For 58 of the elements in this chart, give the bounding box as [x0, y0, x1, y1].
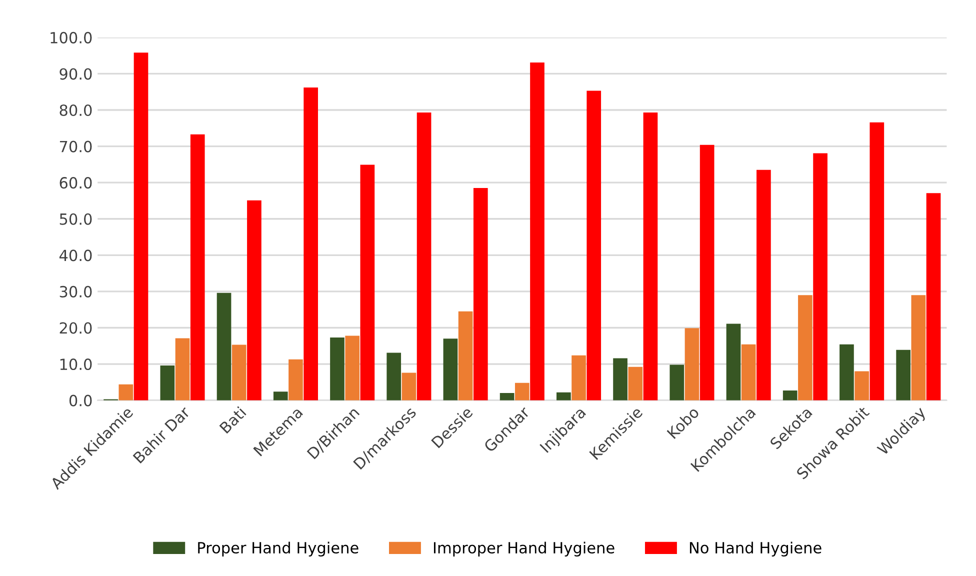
- y-tick-label: 20.0: [60, 322, 92, 334]
- bar: [304, 88, 318, 400]
- y-tick-label: 100.0: [50, 32, 92, 44]
- legend-label: No Hand Hygiene: [690, 542, 822, 556]
- bar: [416, 112, 432, 400]
- bar: [684, 328, 700, 400]
- bar: [926, 193, 941, 400]
- bar: [700, 144, 714, 400]
- y-tick-label: 70.0: [60, 140, 92, 152]
- bar: [386, 352, 402, 400]
- bar: [628, 366, 643, 400]
- bar: [118, 384, 134, 400]
- bar: [247, 200, 262, 400]
- bar: [530, 62, 544, 400]
- bar: [402, 372, 416, 400]
- bar: [134, 52, 148, 400]
- legend-label: Proper Hand Hygiene: [198, 542, 358, 556]
- bar: [500, 393, 514, 400]
- bar: [813, 153, 828, 400]
- bar: [782, 390, 798, 400]
- bar: [854, 371, 869, 400]
- bar: [288, 359, 303, 400]
- bar: [175, 338, 190, 400]
- y-tick-label: 10.0: [60, 358, 92, 370]
- bar: [613, 358, 628, 400]
- y-tick-label: 50.0: [60, 213, 92, 225]
- bar: [670, 364, 684, 400]
- y-tick-label: 40.0: [59, 250, 92, 262]
- bar: [360, 164, 375, 400]
- bar: [586, 90, 602, 400]
- y-tick-label: 80.0: [60, 104, 92, 116]
- bar: [870, 122, 884, 400]
- bar: [273, 392, 288, 400]
- bar: [232, 344, 246, 400]
- bar: [443, 338, 458, 400]
- bar: [345, 336, 360, 400]
- bar: [896, 350, 910, 400]
- bar: [160, 365, 175, 400]
- bar: [756, 170, 771, 400]
- bar: [330, 338, 344, 400]
- bar: [190, 134, 205, 400]
- bar: [643, 112, 658, 400]
- bar: [473, 188, 488, 400]
- bar: [514, 382, 530, 400]
- legend-label: Improper Hand Hygiene: [434, 542, 614, 556]
- bar: [572, 355, 586, 400]
- bar: [840, 344, 854, 400]
- y-tick-label: 90.0: [60, 68, 92, 80]
- bar: [798, 295, 812, 400]
- bar: [741, 344, 756, 400]
- bar: [216, 292, 232, 400]
- bar: [726, 324, 741, 400]
- bar: [556, 392, 571, 400]
- y-tick-label: 30.0: [60, 286, 92, 298]
- y-tick-label: 60.0: [60, 177, 92, 189]
- bar: [458, 311, 473, 400]
- y-tick-label: 0.0: [69, 394, 92, 406]
- bar: [911, 295, 926, 400]
